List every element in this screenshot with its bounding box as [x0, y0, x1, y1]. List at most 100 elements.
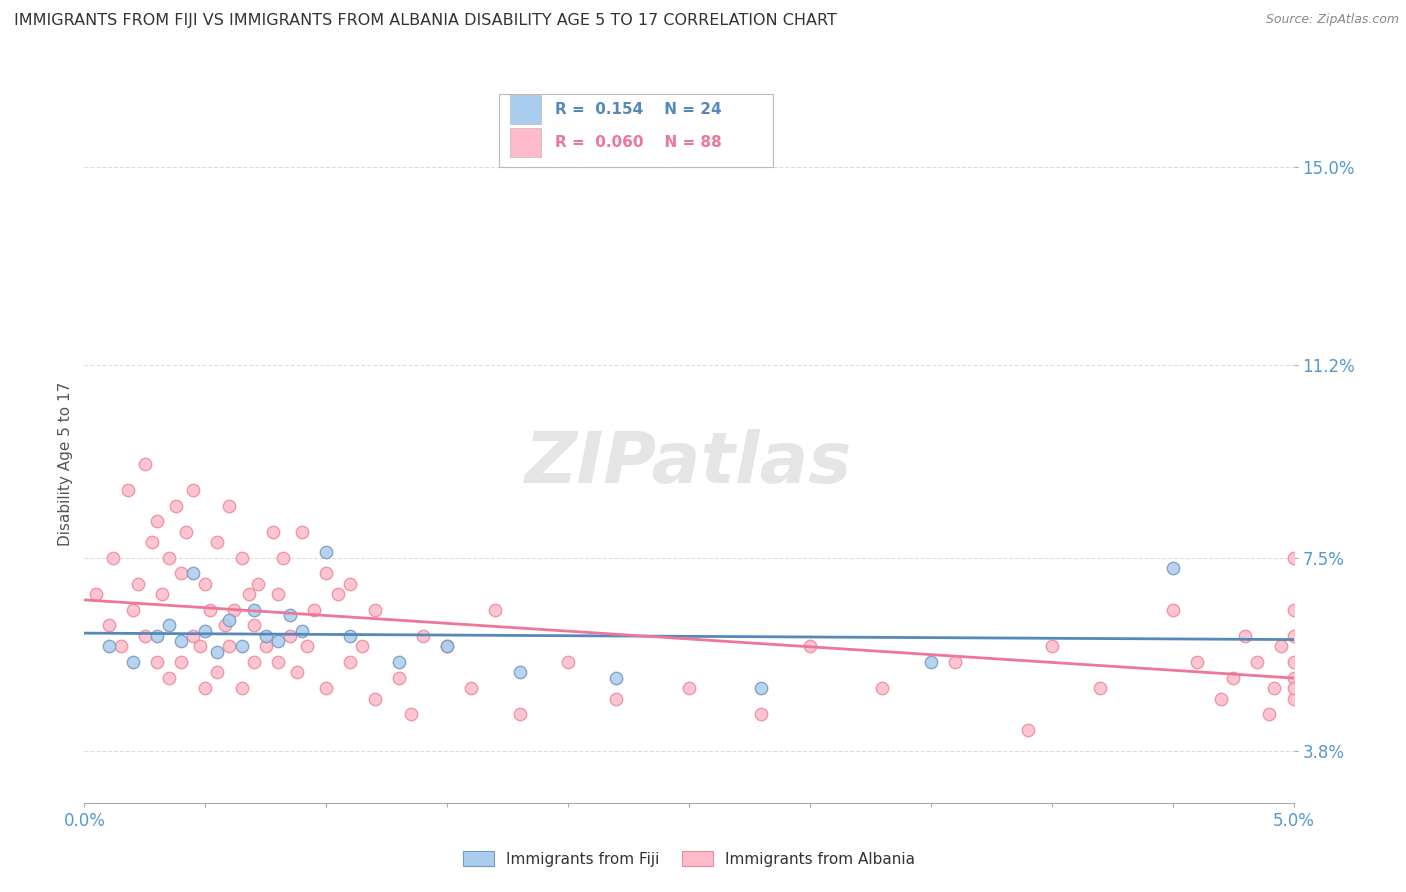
Point: [103, 550, 125, 565]
Point: [157, 618, 180, 632]
Point: [751, 707, 773, 722]
Point: [1282, 655, 1305, 669]
Point: [328, 587, 350, 601]
Point: [194, 681, 217, 695]
Point: [1161, 561, 1184, 575]
Point: [1040, 640, 1063, 654]
Text: ZIPatlas: ZIPatlas: [526, 429, 852, 499]
Legend: Immigrants from Fiji, Immigrants from Albania: Immigrants from Fiji, Immigrants from Al…: [457, 846, 921, 873]
Text: R =  0.154    N = 24: R = 0.154 N = 24: [555, 103, 723, 117]
Point: [943, 655, 966, 669]
Point: [339, 655, 361, 669]
Point: [267, 655, 290, 669]
Text: IMMIGRANTS FROM FIJI VS IMMIGRANTS FROM ALBANIA DISABILITY AGE 5 TO 17 CORRELATI: IMMIGRANTS FROM FIJI VS IMMIGRANTS FROM …: [14, 13, 837, 29]
Point: [1263, 681, 1285, 695]
Point: [1258, 707, 1281, 722]
Point: [291, 624, 314, 638]
Point: [242, 655, 264, 669]
Point: [254, 640, 277, 654]
Point: [242, 618, 264, 632]
Point: [1017, 723, 1039, 737]
Point: [315, 681, 337, 695]
Point: [150, 587, 173, 601]
Point: [110, 640, 132, 654]
Point: [1282, 550, 1305, 565]
Point: [218, 640, 240, 654]
Point: [181, 629, 204, 643]
Point: [141, 535, 163, 549]
Point: [1282, 603, 1305, 617]
Point: [339, 629, 361, 643]
Point: [412, 629, 434, 643]
Point: [238, 587, 260, 601]
Point: [484, 603, 506, 617]
Text: Source: ZipAtlas.com: Source: ZipAtlas.com: [1265, 13, 1399, 27]
Y-axis label: Disability Age 5 to 17: Disability Age 5 to 17: [58, 382, 73, 546]
Point: [207, 665, 229, 680]
Point: [157, 671, 180, 685]
Point: [363, 691, 385, 706]
Point: [117, 483, 139, 497]
Point: [165, 499, 187, 513]
Point: [352, 640, 374, 654]
Point: [1282, 671, 1305, 685]
Point: [1088, 681, 1111, 695]
Point: [214, 618, 236, 632]
Point: [198, 603, 221, 617]
Point: [302, 603, 325, 617]
Point: [315, 545, 337, 559]
Point: [1282, 629, 1305, 643]
Point: [170, 634, 193, 648]
Point: [181, 483, 204, 497]
Point: [509, 665, 531, 680]
Point: [1222, 671, 1244, 685]
Point: [1282, 691, 1305, 706]
Point: [1246, 655, 1268, 669]
Point: [1234, 629, 1257, 643]
Point: [271, 550, 294, 565]
Point: [339, 576, 361, 591]
Point: [1270, 640, 1292, 654]
Point: [509, 707, 531, 722]
Point: [557, 655, 579, 669]
Point: [267, 634, 290, 648]
Point: [170, 655, 193, 669]
Point: [231, 681, 253, 695]
Point: [254, 629, 277, 643]
Point: [121, 603, 143, 617]
Point: [231, 640, 253, 654]
Point: [460, 681, 482, 695]
Point: [262, 524, 284, 539]
Point: [678, 681, 700, 695]
Point: [1282, 681, 1305, 695]
Point: [363, 603, 385, 617]
Text: R =  0.060    N = 88: R = 0.060 N = 88: [555, 136, 723, 150]
Point: [174, 524, 197, 539]
Point: [190, 640, 212, 654]
Point: [134, 629, 156, 643]
Point: [146, 514, 169, 528]
Point: [1185, 655, 1208, 669]
Point: [194, 576, 217, 591]
Point: [1209, 691, 1232, 706]
Point: [267, 587, 290, 601]
Point: [146, 629, 169, 643]
Point: [872, 681, 894, 695]
Point: [291, 524, 314, 539]
Point: [285, 665, 308, 680]
Point: [799, 640, 821, 654]
Point: [170, 566, 193, 581]
Point: [157, 550, 180, 565]
Point: [388, 655, 411, 669]
Point: [218, 613, 240, 627]
Point: [436, 640, 458, 654]
Point: [231, 550, 253, 565]
Point: [181, 566, 204, 581]
Point: [388, 671, 411, 685]
Point: [207, 535, 229, 549]
Point: [134, 457, 156, 471]
Point: [97, 640, 120, 654]
Point: [207, 644, 229, 658]
Point: [751, 681, 773, 695]
Point: [278, 608, 301, 623]
